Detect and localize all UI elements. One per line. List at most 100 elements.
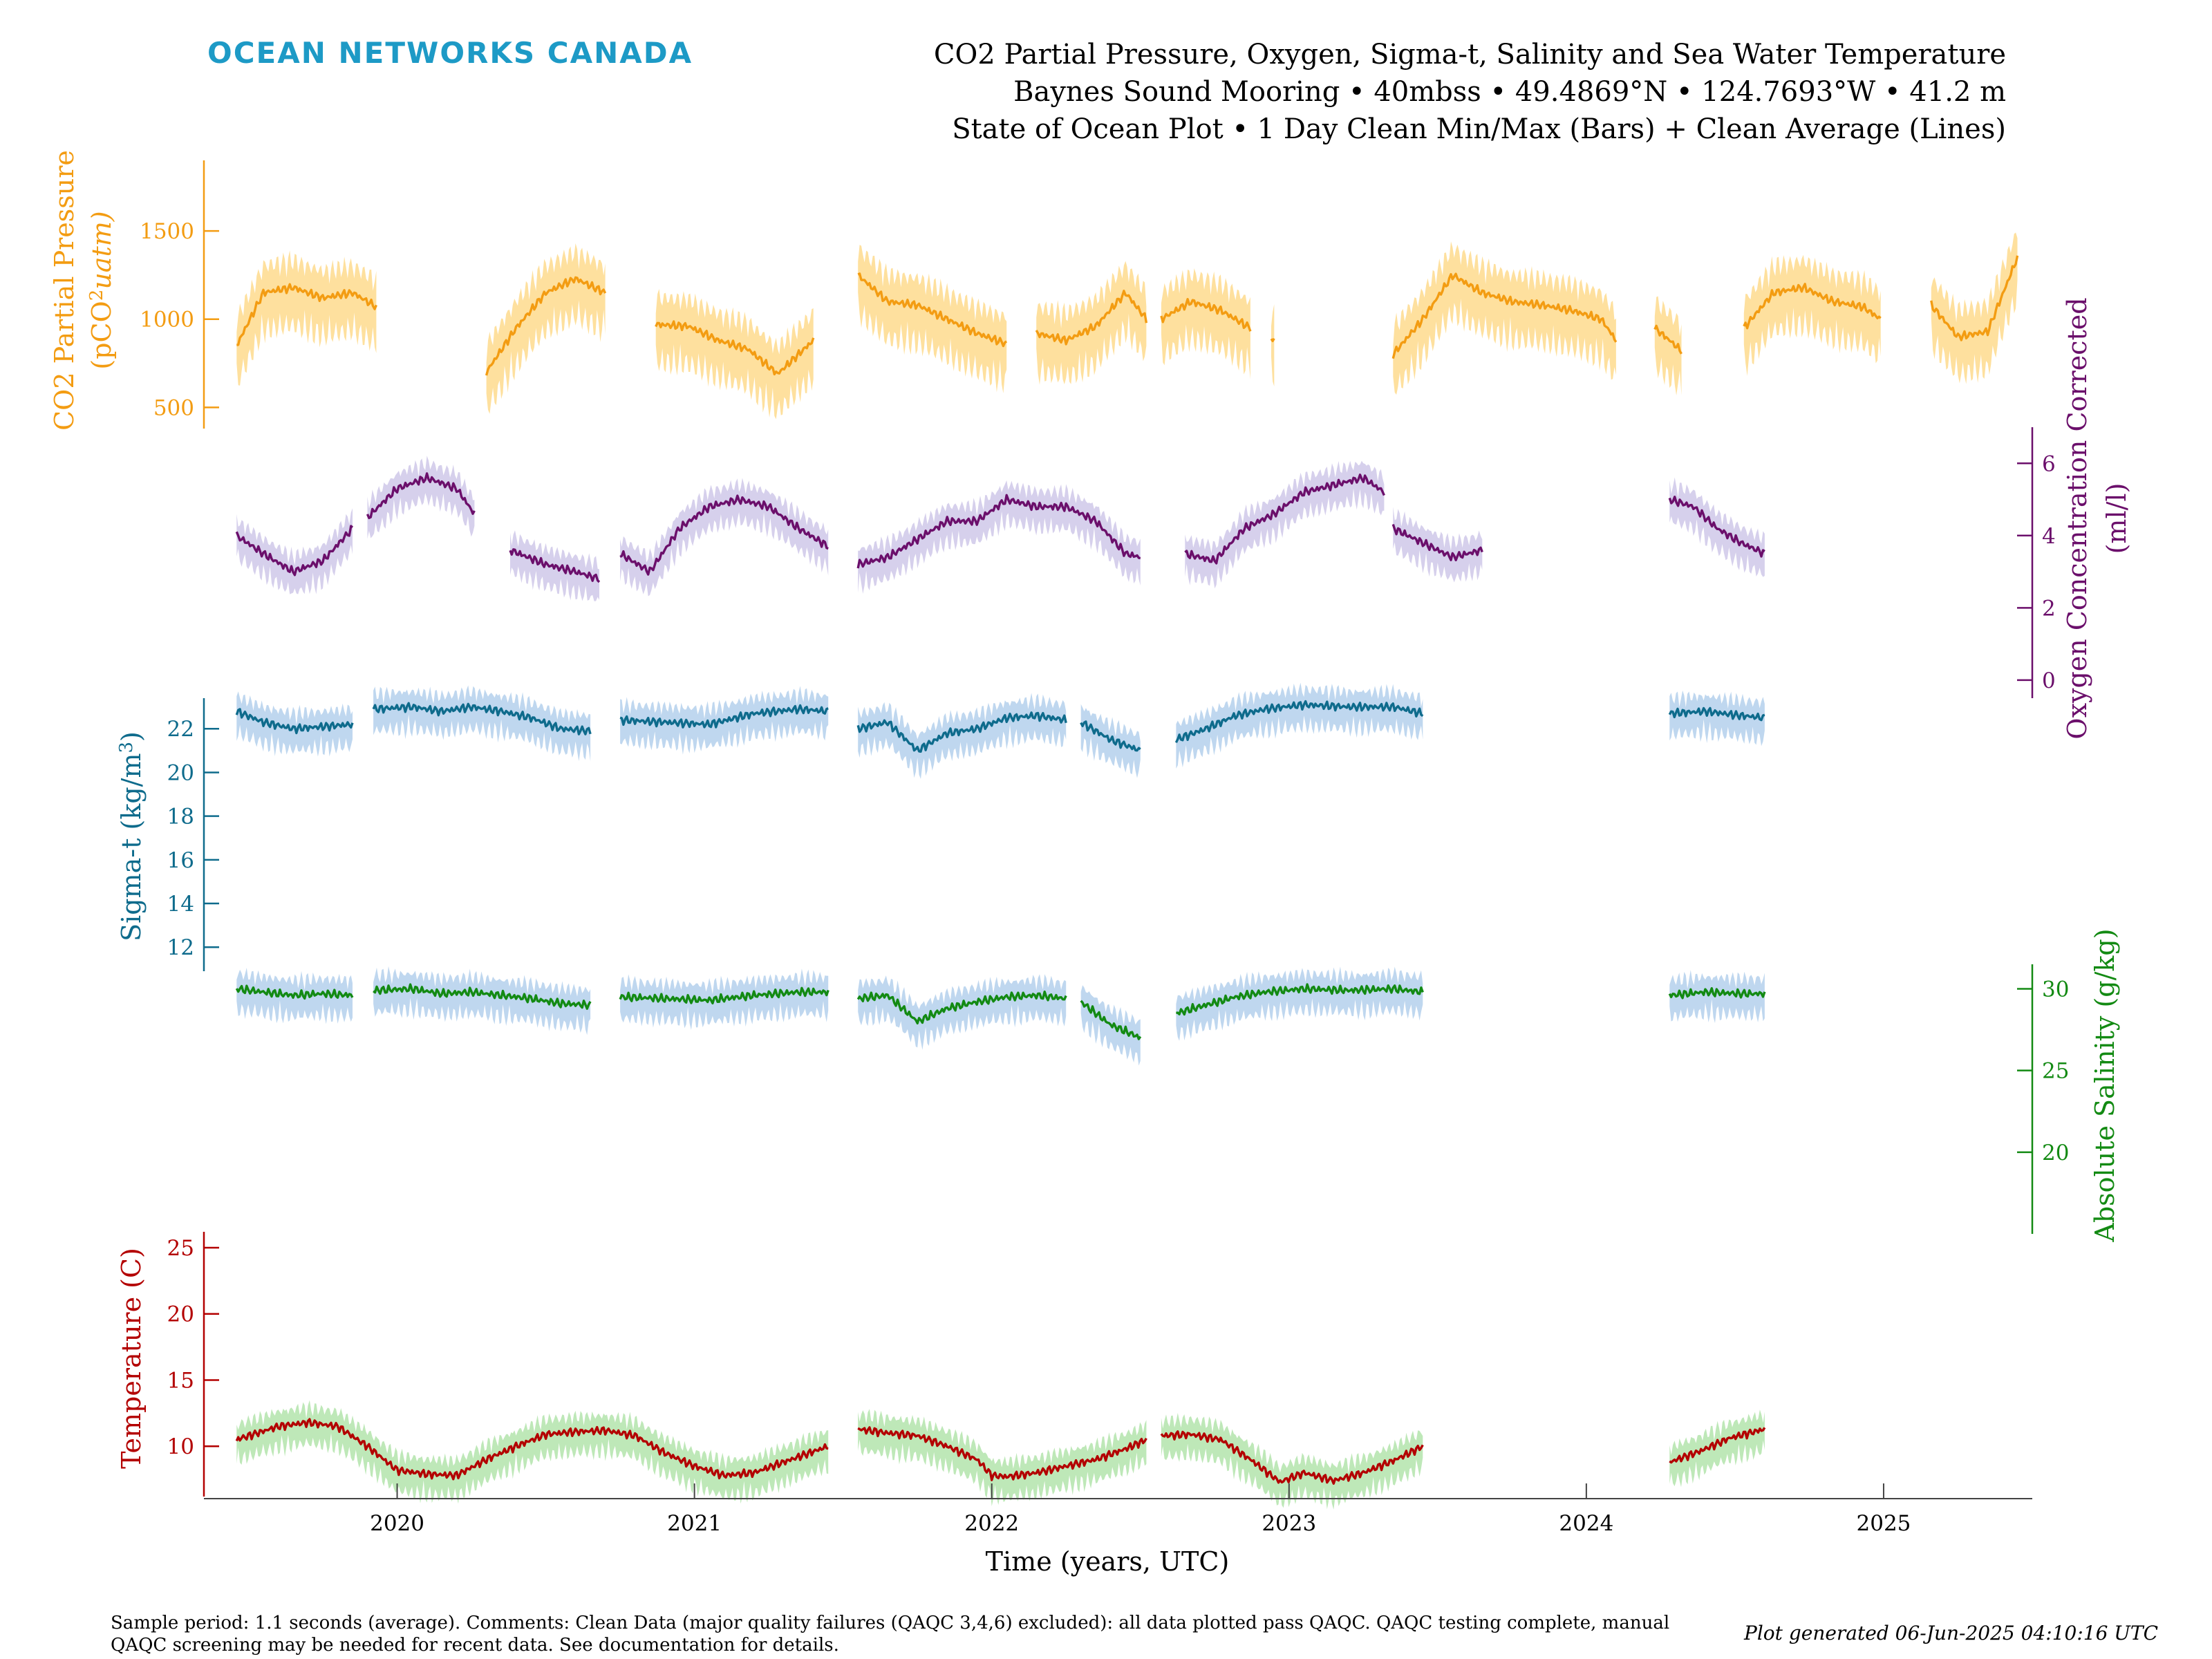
oxygen-average-line [1391,523,1483,561]
oxygen-minmax-band [858,480,1141,594]
temperature-average-line [235,1418,829,1481]
temperature-minmax-band [1669,1409,1765,1488]
co2-average-line [1930,255,2019,341]
temperature-minmax-band [858,1409,1147,1506]
co2-average-line [1035,290,1148,346]
salinity-average-line [373,983,592,1010]
sigma-minmax-band [858,693,1067,779]
temperature-average-line [1669,1427,1766,1464]
sigma-y-tick-label: 18 [167,805,194,830]
co2-ylabel-line1: CO2 Partial Pressure [49,150,79,431]
x-tick-label: 2025 [1857,1511,1911,1536]
temperature-y-tick-label: 20 [167,1302,194,1327]
co2-average-line [1743,283,1882,330]
salinity-average-line [235,984,354,1000]
x-tick-label: 2023 [1262,1511,1316,1536]
temperature-ylabel: Temperature (C) [116,1248,147,1469]
co2-minmax-band [1161,268,1250,379]
sigma-average-line [1174,700,1424,744]
oxygen-average-line [509,548,601,583]
oxygen-minmax-band [1669,477,1765,577]
salinity-minmax-band [1669,970,1765,1024]
x-axis-label: Time (years, UTC) [986,1546,1230,1577]
co2-average-line [236,283,377,346]
oxygen-y-tick-label: 0 [2042,668,2056,693]
oxygen-y-tick-label: 4 [2042,524,2056,549]
oxygen-ylabel-line2: (ml/l) [2101,483,2132,554]
average-lines [235,255,2019,1485]
oxygen-minmax-band [236,508,353,594]
co2-minmax-band [1271,304,1275,386]
co2-minmax-band [655,289,814,420]
sigma-y-tick-label: 12 [167,935,194,960]
oxygen-average-line [619,494,829,576]
co2-y-tick-label: 500 [153,395,194,420]
co2-average-line [655,320,815,376]
temperature-average-line [1160,1430,1424,1485]
temperature-average-line [857,1426,1147,1481]
oxygen-average-line [1184,474,1385,565]
sigma-ylabel: Sigma-t (kg/m3) [116,731,147,941]
sigma-y-tick-label: 16 [167,848,194,873]
x-tick-label: 2021 [667,1511,722,1536]
sigma-average-line [619,704,829,729]
sigma-y-tick-label: 14 [167,892,194,917]
sigma-minmax-band [236,691,353,757]
oxygen-y-tick-label: 2 [2042,596,2056,621]
sigma-y-tick-label: 20 [167,760,194,785]
sigma-minmax-band [1669,690,1765,747]
sigma-minmax-band [373,685,591,762]
co2-minmax-band [1743,254,1881,376]
sigma-y-tick-label: 22 [167,717,194,742]
salinity-y-tick-label: 30 [2042,977,2069,1002]
oxygen-average-line [235,525,354,577]
co2-minmax-band [236,250,377,386]
oxygen-minmax-band [367,456,475,539]
axes: 5001000150002461214161820222025301015202… [140,160,2069,1536]
temperature-y-tick-label: 25 [167,1236,194,1261]
chart-subtitle-location: Baynes Sound Mooring • 40mbss • 49.4869°… [1013,76,2006,108]
sigma-average-line [1668,706,1765,722]
min-max-bands [236,232,2018,1510]
sigma-average-line [856,711,1067,753]
oxygen-ylabel-line1: Oxygen Concentration Corrected [2062,297,2092,739]
x-tick-label: 2024 [1559,1511,1613,1536]
salinity-minmax-band [373,966,591,1035]
salinity-ylabel: Absolute Salinity (g/kg) [2090,928,2120,1242]
salinity-y-tick-label: 20 [2042,1141,2069,1165]
co2-average-line [857,272,1008,348]
co2-minmax-band [1931,232,2018,384]
plot-generated-timestamp: Plot generated 06-Jun-2025 04:10:16 UTC [1744,1622,2158,1644]
salinity-minmax-band [1176,966,1423,1041]
chart-title: CO2 Partial Pressure, Oxygen, Sigma-t, S… [933,39,2006,71]
temperature-y-tick-label: 15 [167,1368,194,1393]
temperature-minmax-band [236,1400,829,1504]
oxygen-average-line [1668,496,1765,558]
co2-average-line [1270,337,1275,342]
salinity-average-line [619,986,830,1005]
co2-average-line [1653,324,1683,355]
sigma-average-line [1080,720,1141,752]
salinity-average-line [1176,983,1424,1016]
footer-comments: Sample period: 1.1 seconds (average). Co… [111,1613,1670,1656]
co2-minmax-band [858,245,1007,393]
co2-average-line [485,276,607,376]
oxygen-average-line [366,472,476,519]
oxygen-minmax-band [620,478,829,597]
chart-subtitle-plot-type: State of Ocean Plot • 1 Day Clean Min/Ma… [952,113,2006,145]
co2-minmax-band [1654,296,1682,395]
temperature-minmax-band [1161,1413,1423,1510]
x-tick-label: 2020 [370,1511,424,1536]
salinity-average-line [1668,987,1766,1000]
sigma-average-line [235,708,354,735]
sigma-average-line [372,702,592,735]
oxygen-minmax-band [1393,507,1483,583]
salinity-average-line [856,990,1067,1024]
co2-average-line [1160,298,1252,332]
salinity-y-tick-label: 25 [2042,1059,2069,1084]
oxygen-average-line [856,494,1141,569]
salinity-average-line [1080,1000,1142,1040]
co2-average-line [1391,272,1618,359]
salinity-minmax-band [858,974,1067,1050]
